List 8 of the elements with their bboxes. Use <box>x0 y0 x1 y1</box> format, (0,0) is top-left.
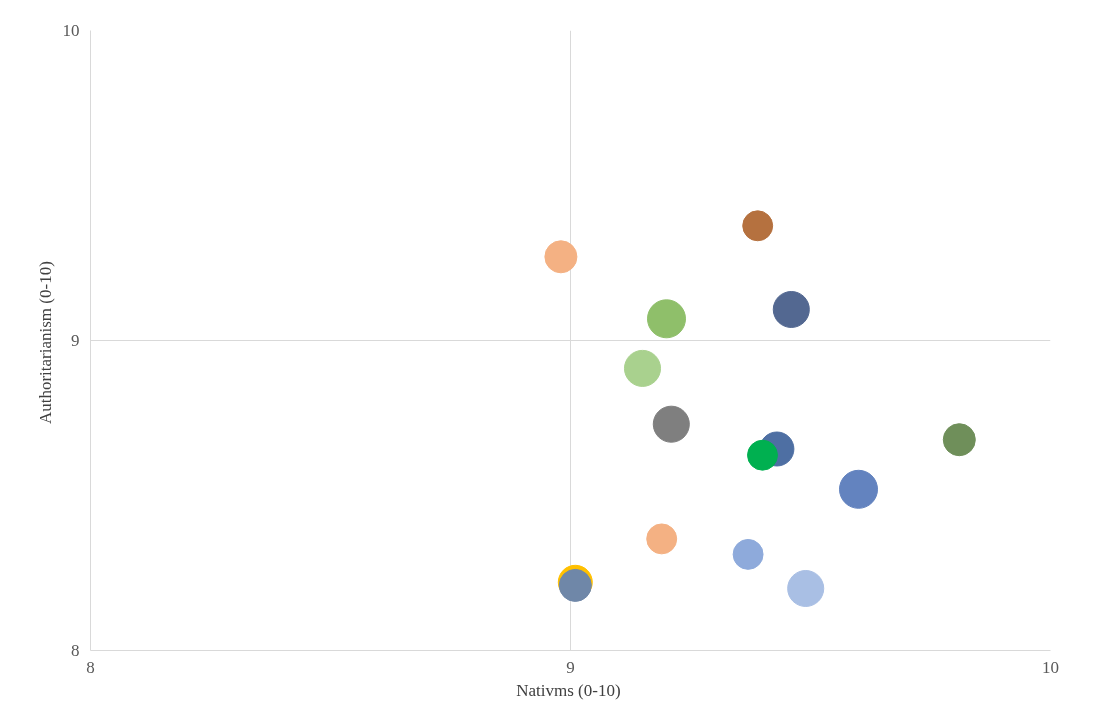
y-tick-label: 9 <box>71 331 80 350</box>
x-axis-title: Nativms (0-10) <box>516 680 621 700</box>
y-axis-title: Authoritarianism (0-10) <box>35 261 55 425</box>
y-tick-label: 8 <box>71 641 80 660</box>
x-tick-label: 9 <box>566 657 575 677</box>
x-tick-label: 8 <box>86 657 95 677</box>
x-tick-label: 10 <box>1042 657 1059 677</box>
y-tick-label: 10 <box>62 21 80 40</box>
